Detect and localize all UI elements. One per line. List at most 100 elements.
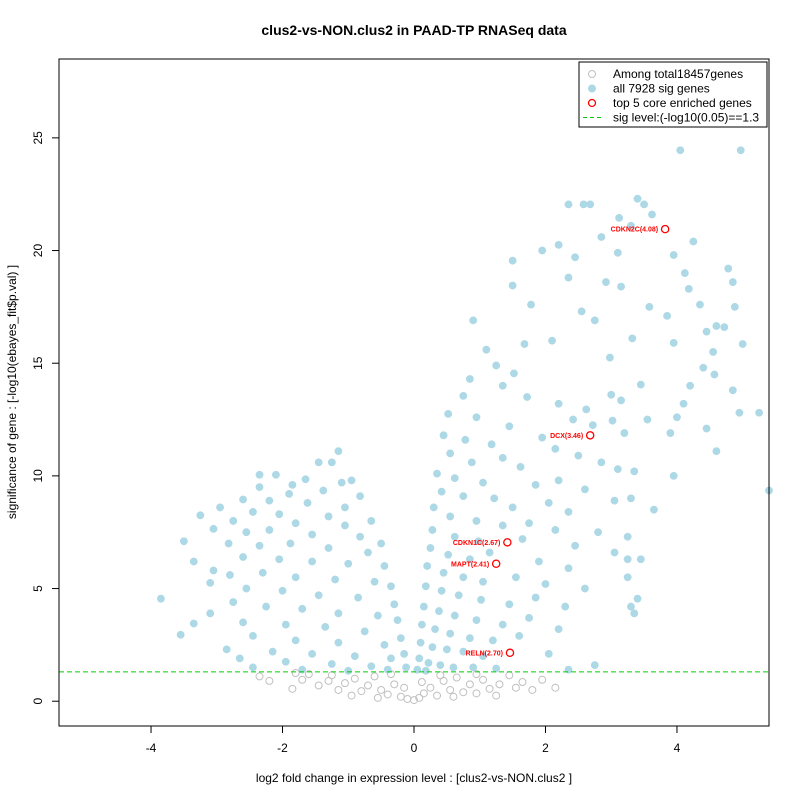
- sig-gene-point: [696, 300, 704, 309]
- sig-gene-point: [415, 654, 424, 663]
- sig-gene-point: [627, 602, 635, 611]
- sig-gene-point: [477, 595, 485, 604]
- sig-gene-point: [669, 251, 678, 259]
- sig-gene-point: [564, 564, 573, 573]
- sig-gene-point: [275, 555, 284, 564]
- sig-gene-point: [508, 256, 517, 265]
- y-tick-label: 5: [31, 585, 45, 592]
- y-tick-label: 15: [31, 356, 45, 370]
- chart-title: clus2-vs-NON.clus2 in PAAD-TP RNASeq dat…: [261, 22, 566, 38]
- nonsig-gene-point: [472, 689, 481, 698]
- nonsig-gene-point: [511, 683, 520, 692]
- sig-gene-point: [454, 591, 463, 600]
- nonsig-gene-point: [479, 675, 488, 684]
- x-axis: -4 -2 0 2 4: [146, 725, 681, 755]
- sig-gene-point: [518, 535, 527, 543]
- nonsig-gene-point: [446, 685, 455, 694]
- legend-symbol: [588, 84, 596, 93]
- y-axis-label: significance of gene : [-log10(ebayes_fi…: [5, 265, 19, 519]
- sig-gene-point: [531, 480, 540, 489]
- sig-gene-point: [710, 370, 719, 379]
- nonsig-gene-point: [370, 672, 379, 681]
- sig-gene-point: [360, 627, 369, 636]
- y-tick-label: 0: [31, 698, 45, 705]
- sig-gene-point: [735, 408, 744, 417]
- sig-gene-point: [239, 618, 247, 627]
- nonsig-gene-point: [390, 680, 399, 689]
- highlighted-gene-point: [585, 431, 595, 440]
- x-tick-label: 0: [411, 741, 418, 755]
- sig-gene-point: [344, 559, 353, 568]
- sig-gene-point: [239, 495, 247, 504]
- sig-gene-point: [206, 609, 215, 618]
- sig-gene-point: [505, 422, 514, 431]
- legend-symbol: [588, 70, 596, 78]
- sig-gene-point: [380, 640, 389, 649]
- sig-gene-point: [628, 334, 637, 343]
- sig-gene-point: [525, 613, 533, 622]
- sig-gene-point: [608, 416, 617, 425]
- sig-gene-point: [429, 503, 438, 512]
- sig-gene-point: [571, 541, 579, 550]
- sig-gene-point: [465, 375, 474, 383]
- nonsig-gene-point: [410, 696, 418, 705]
- sig-gene-point: [623, 532, 632, 541]
- nonsig-gene-point: [265, 676, 274, 685]
- sig-gene-point: [459, 492, 468, 501]
- sig-gene-point: [314, 458, 323, 467]
- sig-gene-point: [249, 508, 257, 516]
- nonsig-gene-point: [528, 685, 537, 694]
- sig-gene-point: [461, 435, 470, 444]
- sig-gene-point: [370, 577, 379, 586]
- sig-gene-point: [308, 557, 317, 566]
- sig-gene-point: [498, 453, 507, 462]
- sig-gene-point: [226, 571, 234, 579]
- sig-gene-point: [630, 609, 639, 618]
- nonsig-gene-point: [334, 685, 343, 694]
- sig-gene-point: [354, 593, 363, 602]
- sig-gene-point: [669, 471, 678, 480]
- sig-gene-point: [594, 528, 602, 537]
- sig-gene-point: [387, 582, 395, 591]
- nonsig-gene-point: [288, 684, 297, 693]
- y-tick-label: 20: [31, 244, 45, 258]
- nonsig-gene-point: [340, 679, 349, 688]
- legend-label: Among total18457genes: [613, 67, 743, 81]
- sig-gene-point: [298, 604, 307, 613]
- sig-gene-point: [610, 548, 619, 557]
- sig-gene-point: [531, 593, 540, 602]
- sig-gene-point: [630, 467, 639, 476]
- sig-gene-point: [291, 519, 300, 528]
- nonsig-gene-point: [426, 683, 435, 692]
- x-tick-label: -4: [146, 741, 157, 755]
- sig-gene-point: [285, 490, 293, 498]
- highlighted-gene-label: RELN(2.70): [466, 650, 503, 657]
- sig-gene-point: [255, 483, 264, 492]
- sig-gene-point: [709, 348, 718, 356]
- sig-gene-point: [255, 541, 264, 550]
- sig-gene-point: [728, 278, 737, 286]
- sig-gene-point: [479, 652, 487, 661]
- sig-gene-point: [437, 487, 446, 496]
- sig-gene-point: [590, 316, 599, 325]
- sig-gene-point: [645, 302, 654, 311]
- nonsig-gene-point: [449, 692, 458, 701]
- sig-gene-point: [544, 649, 553, 658]
- sig-gene-point: [728, 386, 737, 395]
- sig-gene-point: [356, 492, 364, 501]
- x-axis-label: log2 fold change in expression level : […: [256, 771, 572, 785]
- sig-gene-point: [590, 661, 599, 670]
- sig-gene-point: [738, 340, 747, 348]
- y-axis: 0 5 10 15 20 25: [31, 131, 60, 705]
- sig-gene-point: [222, 645, 231, 654]
- sig-gene-point: [627, 494, 635, 503]
- nonsig-gene-point: [551, 683, 560, 692]
- sig-gene-point: [314, 591, 323, 600]
- sig-gene-point: [437, 586, 446, 595]
- sig-gene-point: [581, 485, 589, 494]
- y-tick-label: 25: [31, 131, 45, 145]
- sig-gene-point: [249, 631, 257, 640]
- sig-gene-point: [327, 660, 336, 668]
- nonsig-gene-point: [415, 693, 424, 702]
